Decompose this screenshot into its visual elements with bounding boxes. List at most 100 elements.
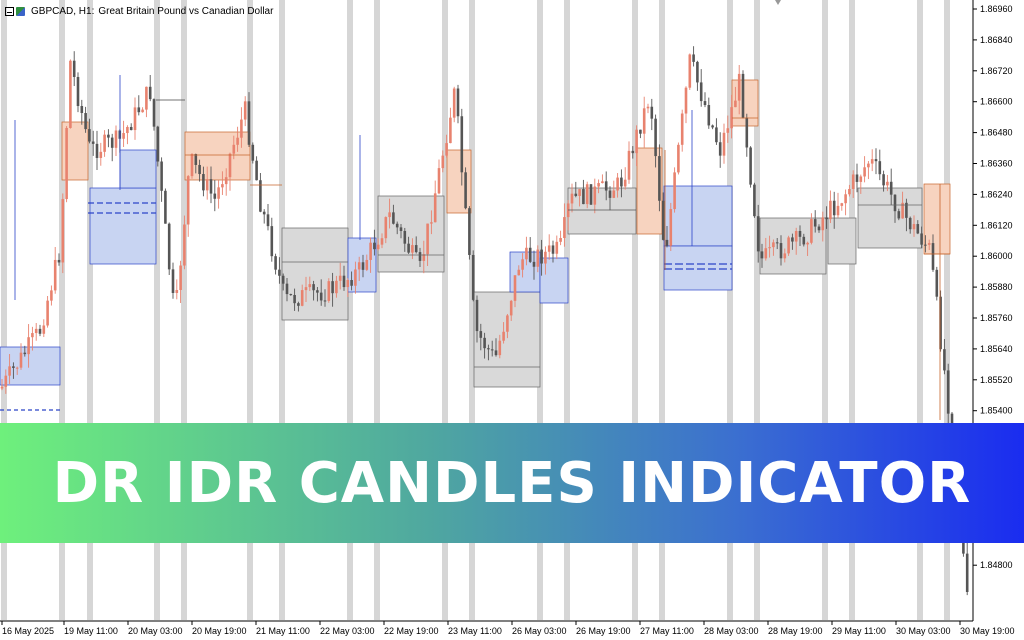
- candle-body: [745, 117, 749, 148]
- candle-body: [791, 237, 794, 242]
- time-tick-label: 22 May 03:00: [320, 626, 375, 636]
- candle-body: [661, 200, 665, 240]
- candle-body: [15, 367, 19, 369]
- candle-body: [319, 292, 323, 301]
- time-tick-label: 19 May 11:00: [64, 626, 118, 636]
- candle-body: [50, 290, 53, 301]
- candle-body: [498, 340, 502, 356]
- candle-body: [794, 230, 798, 242]
- candle-body: [578, 189, 581, 196]
- candle-body: [905, 202, 908, 218]
- candle-body: [228, 153, 232, 178]
- session-separator: [822, 0, 828, 620]
- candle-body: [274, 256, 277, 270]
- candle-body: [422, 254, 426, 261]
- candle-body: [110, 137, 114, 148]
- candle-body: [840, 203, 844, 206]
- candle-body: [293, 294, 296, 304]
- candle-body: [373, 242, 376, 250]
- candle-body: [407, 243, 410, 253]
- candle-body: [741, 73, 745, 118]
- price-tick-label: 1.85520: [980, 375, 1013, 385]
- session-separator: [181, 0, 187, 620]
- time-tick-label: 23 May 11:00: [448, 626, 502, 636]
- candle-body: [563, 217, 566, 238]
- candle-body: [198, 164, 201, 175]
- candle-body: [897, 211, 901, 219]
- candle-body: [479, 331, 483, 338]
- candle-body: [19, 352, 23, 368]
- candle-body: [308, 284, 312, 288]
- time-tick-label: 29 May 11:00: [832, 626, 886, 636]
- candle-body: [380, 238, 384, 245]
- candle-body: [859, 176, 863, 182]
- candle-body: [908, 217, 912, 230]
- candle-body: [285, 283, 289, 295]
- candle-body: [376, 244, 380, 250]
- candle-body: [836, 205, 840, 216]
- candle-body: [217, 187, 220, 199]
- candle-body: [209, 179, 213, 194]
- candle-body: [635, 129, 638, 154]
- candle-body: [129, 126, 133, 131]
- candle-body: [384, 217, 388, 239]
- candle-body: [445, 143, 448, 156]
- candle-body: [76, 76, 80, 107]
- candle-body: [167, 223, 171, 270]
- candle-body: [494, 350, 498, 356]
- candle-body: [331, 281, 334, 294]
- session-separator: [944, 0, 950, 620]
- candle-body: [604, 181, 608, 191]
- candle-body: [186, 176, 190, 225]
- candle-body: [487, 348, 490, 350]
- price-tick-label: 1.84800: [980, 560, 1013, 570]
- candle-body: [452, 88, 456, 118]
- candles: [0, 46, 969, 596]
- time-axis-labels: 16 May 2025 19 May 11:00 20 May 03:00 20 Ma…: [1, 621, 1015, 636]
- candle-body: [468, 208, 471, 255]
- session-separator: [347, 0, 353, 620]
- candle-body: [506, 315, 509, 332]
- time-tick-label: 26 May 19:00: [576, 626, 631, 636]
- symbol-description: Great Britain Pound vs Canadian Dollar: [98, 5, 274, 17]
- candle-body: [870, 159, 874, 164]
- candle-body: [369, 242, 372, 260]
- session-separator: [59, 0, 65, 620]
- candle-body: [95, 143, 99, 158]
- candle-body: [878, 161, 882, 175]
- candle-body: [346, 280, 350, 288]
- candle-body: [601, 181, 604, 184]
- candle-body: [707, 105, 711, 126]
- time-tick-label: 21 May 11:00: [256, 626, 310, 636]
- range-box: [539, 257, 569, 304]
- candle-body: [608, 190, 612, 198]
- candle-body: [281, 275, 285, 284]
- range-box: [827, 217, 857, 265]
- candle-body: [669, 209, 673, 246]
- candle-body: [927, 243, 931, 245]
- level-lines: [0, 75, 950, 420]
- time-tick-label: 28 May 19:00: [768, 626, 823, 636]
- session-separator: [374, 0, 380, 620]
- candle-body: [620, 177, 623, 187]
- price-tick-label: 1.85880: [980, 282, 1013, 292]
- range-box: [446, 149, 472, 214]
- candle-body: [57, 259, 61, 263]
- range-box: [0, 346, 61, 386]
- candle-body: [920, 233, 923, 245]
- candle-body: [84, 113, 87, 130]
- candle-body: [639, 129, 642, 134]
- range-box: [923, 183, 951, 255]
- candle-body: [756, 216, 760, 252]
- window-menu-icon[interactable]: [5, 6, 14, 16]
- candle-body: [783, 253, 787, 259]
- candle-body: [654, 118, 657, 157]
- session-separator: [727, 0, 733, 620]
- candle-body: [411, 245, 414, 253]
- title-banner: DR IDR CANDLES INDICATOR: [0, 423, 1024, 543]
- candle-body: [392, 212, 395, 224]
- candle-body: [802, 236, 806, 245]
- candle-body: [156, 126, 160, 162]
- candle-body: [509, 300, 513, 316]
